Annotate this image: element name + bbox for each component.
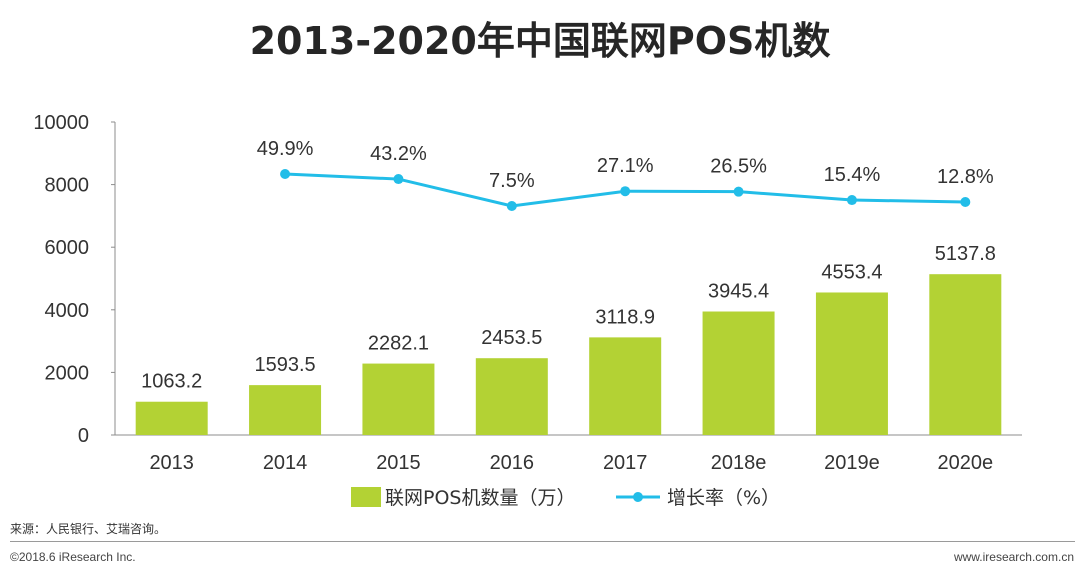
bar-value-label: 3118.9 — [595, 306, 655, 328]
growth-rate-point — [960, 197, 971, 207]
growth-rate-point — [846, 195, 857, 206]
x-tick-label: 2014 — [263, 452, 308, 474]
bar — [475, 358, 548, 435]
bar-value-label: 3945.4 — [708, 281, 769, 303]
bar-value-label: 4553.4 — [821, 261, 882, 283]
chart-title: 2013-2020年中国联网POS机数 — [249, 19, 831, 63]
y-tick-label: 2000 — [45, 362, 90, 384]
bar-value-label: 2453.5 — [481, 327, 542, 349]
bar — [249, 385, 322, 435]
bar — [589, 337, 662, 435]
legend-line-marker — [633, 492, 643, 502]
x-tick-label: 2015 — [376, 452, 421, 474]
bar — [929, 274, 1002, 435]
legend-bar-label: 联网POS机数量（万） — [385, 487, 575, 509]
y-tick-label: 8000 — [45, 175, 90, 197]
source-note: 来源：人民银行、艾瑞咨询。 — [10, 522, 167, 536]
bar-value-label: 1063.2 — [141, 371, 202, 393]
x-tick-label: 2020e — [938, 452, 994, 474]
bar-value-label: 2282.1 — [368, 333, 429, 355]
x-tick-label: 2013 — [149, 452, 194, 474]
growth-rate-point — [280, 169, 291, 179]
x-tick-label: 2016 — [490, 452, 535, 474]
footer-divider — [10, 541, 1075, 542]
bar-value-label: 1593.5 — [254, 354, 315, 376]
growth-rate-label: 43.2% — [370, 143, 427, 165]
bar — [815, 292, 888, 435]
y-tick-label: 6000 — [45, 237, 90, 259]
copyright-text: ©2018.6 iResearch Inc. — [10, 550, 136, 564]
bar — [702, 311, 775, 435]
growth-rate-label: 7.5% — [489, 170, 535, 192]
bar — [362, 363, 435, 435]
growth-rate-point — [620, 186, 631, 197]
growth-rate-label: 26.5% — [710, 156, 767, 178]
growth-rate-label: 12.8% — [937, 166, 994, 188]
bar-value-label: 5137.8 — [935, 243, 996, 265]
growth-rate-point — [393, 174, 404, 185]
growth-rate-label: 49.9% — [257, 138, 314, 160]
x-tick-label: 2017 — [603, 452, 648, 474]
growth-rate-label: 15.4% — [824, 164, 881, 186]
x-tick-label: 2019e — [824, 452, 880, 474]
y-tick-label: 0 — [78, 425, 89, 447]
growth-rate-label: 27.1% — [597, 155, 654, 177]
website-url: www.iresearch.com.cn — [953, 550, 1074, 564]
y-tick-label: 10000 — [33, 112, 89, 134]
x-tick-label: 2018e — [711, 452, 767, 474]
legend-line-label: 增长率（%） — [667, 487, 780, 509]
legend-bar-swatch — [351, 487, 381, 507]
growth-rate-point — [506, 201, 517, 211]
y-tick-label: 4000 — [45, 300, 90, 322]
bar — [135, 401, 208, 435]
growth-rate-point — [733, 186, 744, 197]
